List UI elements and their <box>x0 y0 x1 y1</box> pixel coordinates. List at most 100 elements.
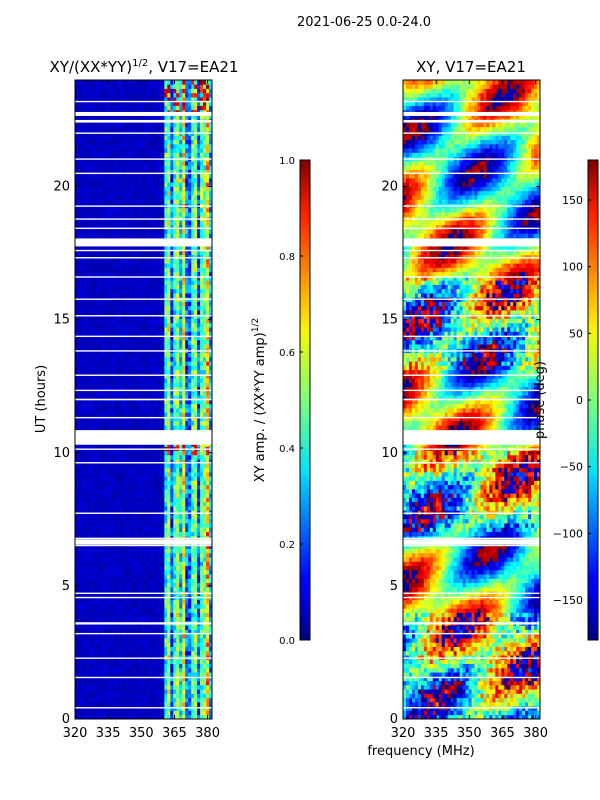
amp-cell <box>155 288 159 294</box>
amp-cell <box>170 386 174 392</box>
amp-cell <box>203 676 207 682</box>
amp-cell <box>119 569 124 575</box>
amp-cell <box>98 552 103 558</box>
amp-cell <box>161 586 165 592</box>
amp-cell <box>122 625 127 630</box>
amp-cell <box>137 395 141 400</box>
amp-cell <box>128 378 132 383</box>
amp-cell <box>134 625 138 630</box>
amp-cell <box>75 672 79 677</box>
amp-cell <box>176 459 180 464</box>
amp-cell <box>110 271 115 277</box>
amp-cell <box>101 399 106 405</box>
amp-cell <box>101 603 106 609</box>
amp-cell <box>95 293 100 298</box>
amp-cell <box>119 288 124 294</box>
amp-cell <box>137 327 141 332</box>
amp-cell <box>104 650 109 656</box>
amp-cell <box>86 254 91 260</box>
amp-cell <box>113 344 118 349</box>
amp-cell <box>176 676 180 682</box>
amp-cell <box>173 527 177 532</box>
amp-cell <box>149 365 153 371</box>
amp-cell <box>137 629 141 635</box>
amp-cell <box>191 497 195 503</box>
amp-cell <box>125 582 130 588</box>
amp-cell <box>134 616 138 622</box>
amp-cell <box>122 254 127 260</box>
amp-cell <box>194 344 198 349</box>
amp-cell <box>113 420 118 426</box>
amp-cell <box>77 301 82 307</box>
amp-cell <box>75 258 79 264</box>
amp-cell <box>170 488 174 494</box>
amp-cell <box>86 352 91 358</box>
amp-cell <box>83 395 88 400</box>
amp-cell <box>110 378 115 383</box>
amp-cell <box>134 271 138 277</box>
amp-cell <box>182 650 186 656</box>
amp-cell <box>134 301 138 307</box>
amp-cell <box>179 280 183 285</box>
amp-cell <box>170 378 174 383</box>
amp-cell <box>152 561 156 567</box>
amp-cell <box>140 608 144 613</box>
amp-cell <box>137 663 141 669</box>
amp-cell <box>107 467 112 473</box>
amp-cell <box>209 659 213 665</box>
amp-cell <box>86 310 91 315</box>
amp-cell <box>200 531 204 537</box>
amp-cell <box>182 305 186 311</box>
amp-cell <box>77 650 82 656</box>
amp-cell <box>128 395 132 400</box>
amp-cell <box>116 625 121 630</box>
amp-cell <box>98 625 103 630</box>
amp-cell <box>200 582 204 588</box>
amp-cell <box>158 497 162 503</box>
amp-cell <box>206 638 210 643</box>
amp-cell <box>173 420 177 426</box>
amp-cell <box>155 463 159 469</box>
amp-cell <box>206 463 210 469</box>
amp-cell <box>75 339 79 345</box>
amp-cell <box>95 356 100 362</box>
amp-cell <box>155 293 159 298</box>
amp-cell <box>83 655 88 660</box>
amp-cell <box>206 578 210 584</box>
amp-cell <box>176 305 180 311</box>
amp-cell <box>80 714 85 720</box>
amp-cell <box>101 314 106 319</box>
amp-cell <box>152 425 156 430</box>
amp-cell <box>77 275 82 281</box>
amp-cell <box>75 335 79 341</box>
amp-cell <box>149 650 153 656</box>
amp-cell <box>203 714 207 720</box>
amp-cell <box>206 544 210 549</box>
amp-cell <box>140 352 144 358</box>
amp-cell <box>188 506 192 511</box>
amp-cell <box>179 467 183 473</box>
amp-cell <box>122 523 127 528</box>
amp-cell <box>200 650 204 656</box>
amp-cell <box>209 467 213 473</box>
amp-cell <box>143 356 147 362</box>
amp-cell <box>101 557 106 562</box>
amp-cell <box>122 399 127 405</box>
amp-cell <box>122 586 127 592</box>
amp-cell <box>128 514 132 520</box>
amp-cell <box>146 322 150 328</box>
amp-cell <box>104 476 109 481</box>
amp-cell <box>116 642 121 647</box>
amp-cell <box>110 689 115 694</box>
amp-cell <box>86 710 91 716</box>
amp-cell <box>173 305 177 311</box>
amp-cell <box>119 514 124 520</box>
amp-cell <box>152 301 156 307</box>
amp-cell <box>176 697 180 703</box>
amp-cell <box>167 369 171 375</box>
amp-cell <box>188 527 192 532</box>
amp-cell <box>158 642 162 647</box>
amp-cell <box>83 352 88 358</box>
amp-cell <box>101 459 106 464</box>
amp-cell <box>140 633 144 639</box>
